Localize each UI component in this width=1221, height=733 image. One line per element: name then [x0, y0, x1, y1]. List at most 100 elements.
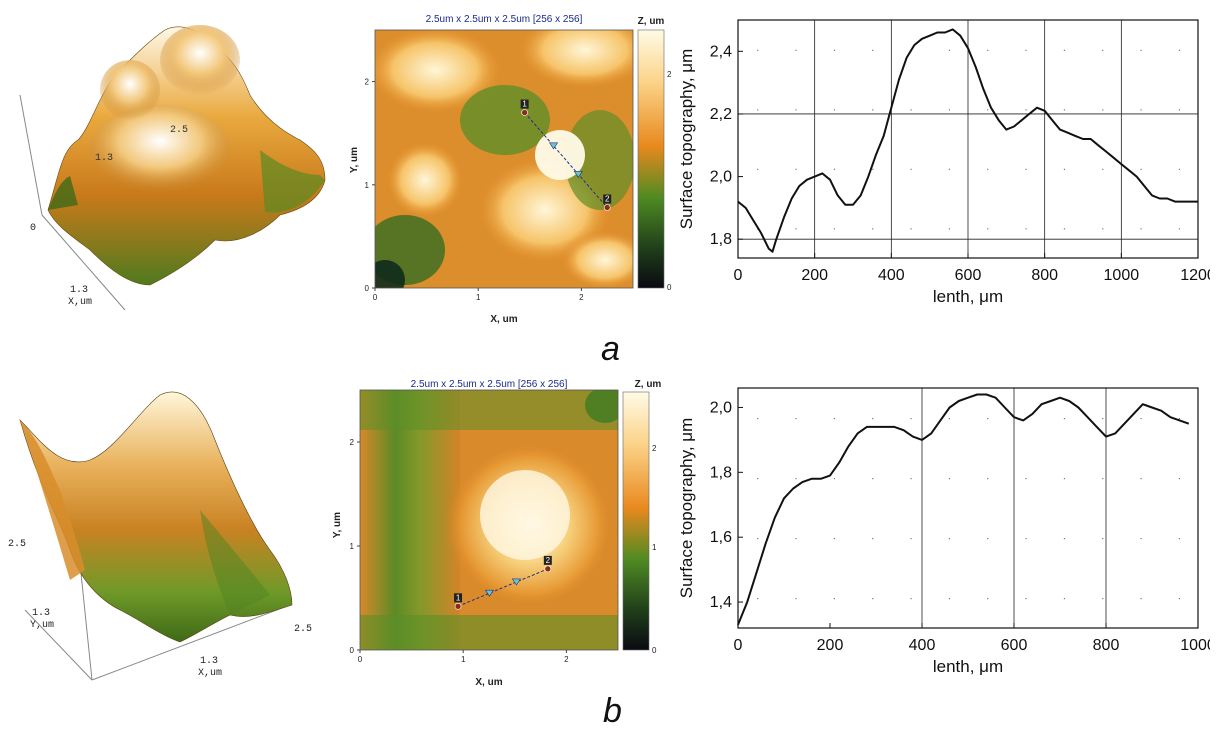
x-tick-label: 400: [878, 267, 905, 284]
grid-dot: [910, 228, 912, 230]
profile-point-marker[interactable]: [603, 204, 611, 211]
grid-dot: [948, 478, 951, 480]
surface-b-x-tick-mid: 1.3: [200, 656, 218, 667]
profile-point-marker[interactable]: [544, 565, 552, 573]
surface-a-marker-2: 2.5: [170, 125, 188, 136]
scan-x-tick-label: 2: [579, 293, 584, 302]
figure-label-b: b: [603, 692, 622, 730]
profile-point-marker[interactable]: [454, 603, 462, 610]
grid-dot: [872, 168, 874, 170]
y-tick-label: 1,8: [710, 464, 732, 481]
grid-dot: [987, 478, 989, 480]
scan-y-tick-label: 2: [365, 78, 370, 87]
grid-dot: [987, 538, 989, 540]
x-tick-label: 800: [1031, 267, 1058, 284]
grid-dot: [795, 49, 797, 51]
grid-dot: [948, 109, 951, 111]
y-axis-label: Surface topography, μm: [677, 49, 696, 230]
profile-chart-a: 0 200 400 600 800 1000 1200 1,8 2,0 2,2 2,4 lenth, …: [675, 15, 1216, 325]
grid-dot: [1063, 478, 1066, 480]
x-tick-label: 200: [801, 267, 828, 284]
grid-dot: [1025, 478, 1027, 480]
grid-dot: [1178, 109, 1181, 111]
grid-dot: [1178, 478, 1181, 480]
scan-a-colorbar: [637, 29, 665, 289]
grid-dot: [833, 418, 836, 420]
figure-label-a: a: [601, 330, 620, 368]
grid-dot: [757, 109, 759, 111]
profile-point-badge: [603, 194, 612, 204]
profile-chart-b: 0 200 400 600 800 1000 1,4 1,6 1,8 2,0 lenth, μm Su…: [675, 378, 1216, 688]
grid-dot: [872, 538, 874, 540]
grid-dot: [1025, 49, 1027, 51]
grid-dot: [987, 418, 989, 420]
surface-a-x-tick-mid: 1.3: [70, 285, 88, 296]
surface-3d-b: 2.5 1.3 Y,um 1.3 X,um 2.5: [0, 380, 345, 700]
grid-dot: [1102, 228, 1104, 230]
profile-cut-line[interactable]: [524, 112, 608, 208]
profile-series-line: [737, 393, 1190, 626]
grid-dot: [948, 538, 951, 540]
grid-dot: [1178, 228, 1181, 230]
grid-dot: [948, 168, 951, 170]
grid-dot: [910, 418, 912, 420]
grid-dot: [1063, 598, 1066, 600]
profile-cursor-marker[interactable]: [573, 170, 583, 178]
scan-y-tick-label: 2: [350, 438, 355, 447]
grid-dot: [833, 478, 836, 480]
scan-b-x-label: X, um: [475, 677, 502, 688]
grid-dot: [1178, 598, 1181, 600]
y-tick-label: 1,4: [710, 594, 732, 611]
grid-dot: [1102, 168, 1104, 170]
grid-dot: [872, 49, 874, 51]
profile-series-line: [737, 28, 1198, 253]
grid-dot: [1063, 168, 1066, 170]
grid-dot: [948, 49, 951, 51]
profile-cursor-marker[interactable]: [548, 142, 559, 150]
surface-b-x-tick-end: 2.5: [294, 624, 312, 635]
grid-dot: [1140, 109, 1142, 111]
grid-dot: [1140, 49, 1142, 51]
profile-point-marker[interactable]: [521, 109, 528, 116]
grid-dot: [1063, 418, 1066, 420]
x-tick-label: 200: [817, 637, 844, 654]
grid-dot: [1178, 168, 1181, 170]
surface-a-zero-tick: 0: [30, 223, 36, 234]
profile-cut-line[interactable]: [457, 568, 549, 607]
grid-dot: [795, 418, 797, 420]
profile-cursor-marker[interactable]: [511, 578, 521, 586]
y-tick-label: 1,8: [710, 231, 732, 248]
grid-dot: [910, 478, 912, 480]
grid-dot: [1140, 478, 1142, 480]
scan-b-cbar-tick-1: 1: [652, 543, 657, 552]
scan-a-cbar-tick-0: 0: [667, 283, 672, 292]
grid-dot: [833, 598, 836, 600]
grid-dot: [833, 538, 836, 540]
grid-dot: [1140, 418, 1142, 420]
scan-a-header: 2.5um x 2.5um x 2.5um [256 x 256]: [426, 14, 583, 25]
scan-map-b: 2.5um x 2.5um x 2.5um [256 x 256] 1 2 0 1 2…: [330, 375, 670, 695]
x-tick-label: 0: [734, 637, 743, 654]
grid-dot: [1140, 168, 1142, 170]
grid-dot: [872, 109, 874, 111]
grid-dot: [872, 228, 874, 230]
scan-b-y-label: Y, um: [332, 512, 343, 538]
scan-b-cbar-tick-2: 2: [652, 444, 657, 453]
scan-b-colorbar: [622, 391, 650, 651]
grid-dot: [872, 418, 874, 420]
surface-b-x-label: X,um: [198, 668, 222, 679]
scan-a-colorbar-title: Z, um: [638, 16, 665, 27]
grid-dot: [833, 168, 836, 170]
profile-point-badge: [520, 99, 529, 109]
grid-dot: [1178, 49, 1181, 51]
surface-b-y-tick-mid: 1.3: [32, 608, 50, 619]
grid-dot: [1102, 109, 1104, 111]
grid-dot: [1140, 598, 1142, 600]
grid-dot: [1063, 538, 1066, 540]
grid-dot: [948, 598, 951, 600]
y-tick-label: 2,2: [710, 106, 732, 123]
grid-dot: [833, 109, 836, 111]
profile-cursor-marker[interactable]: [484, 589, 495, 597]
grid-dot: [795, 109, 797, 111]
grid-dot: [1178, 418, 1181, 420]
